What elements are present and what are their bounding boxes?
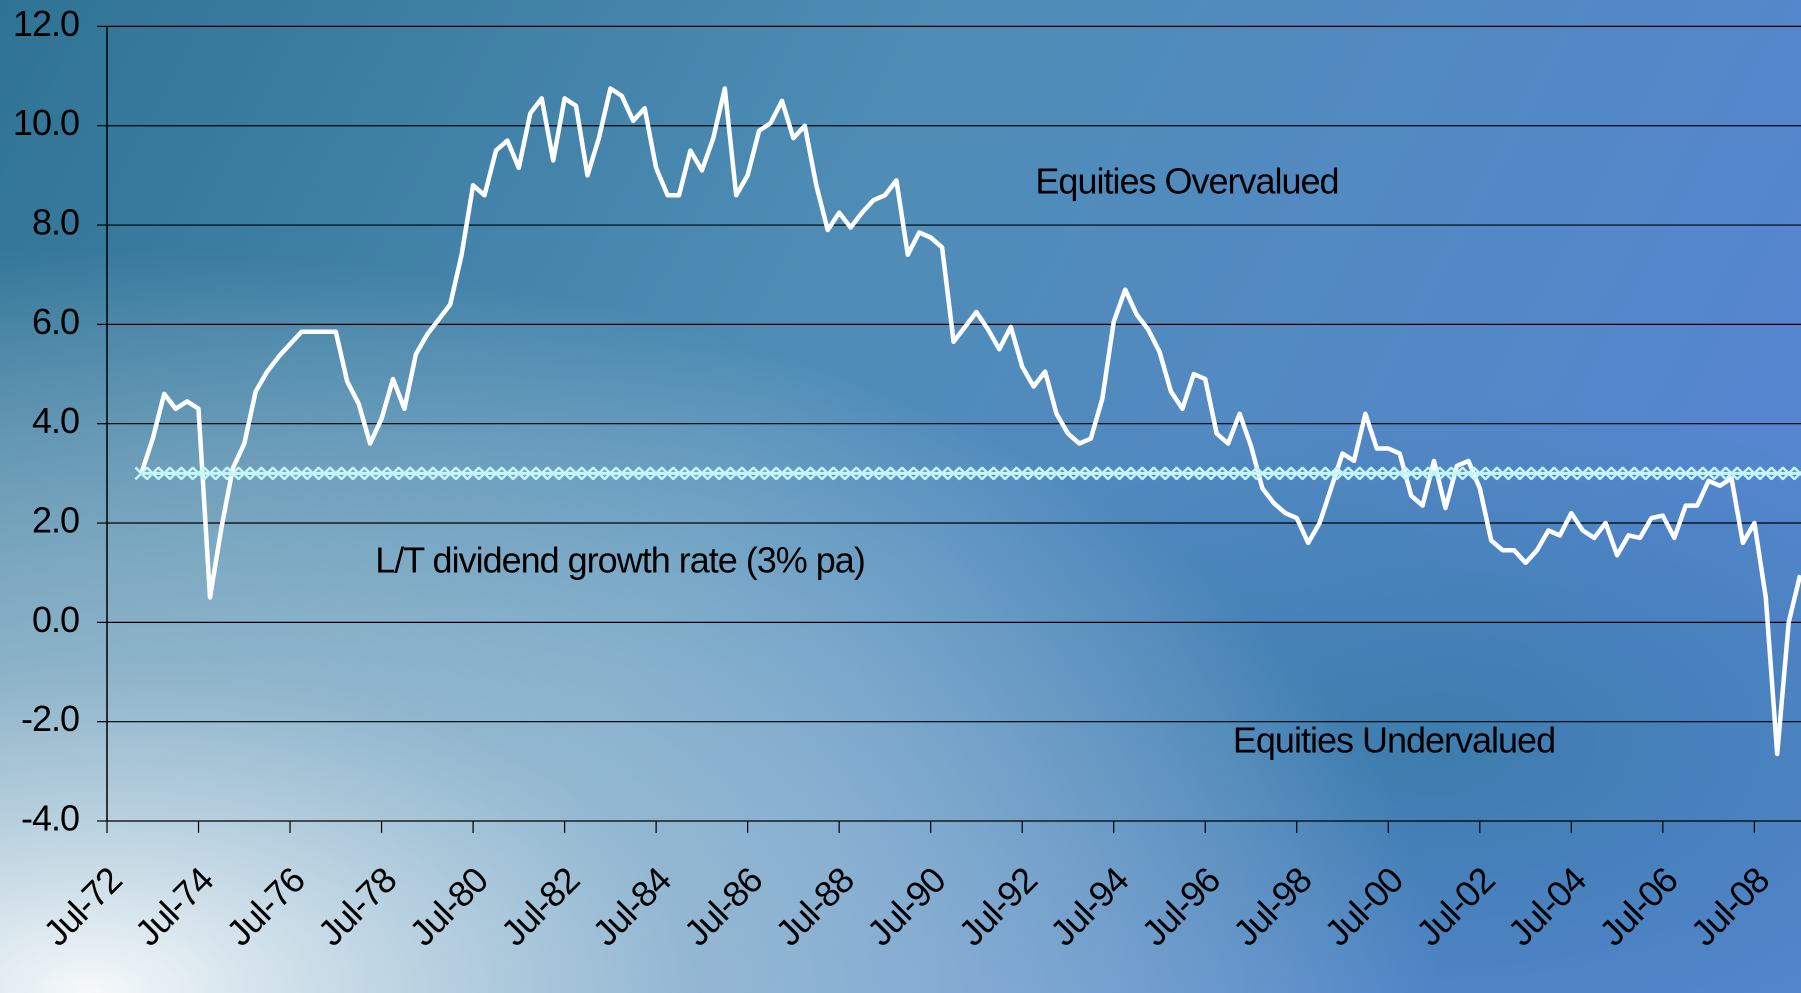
annotation: Equities Overvalued xyxy=(1035,161,1338,202)
series-label: L/T dividend growth rate (3% pa) xyxy=(375,540,865,581)
y-tick-label: 0.0 xyxy=(32,599,79,640)
y-tick-label: -2.0 xyxy=(21,698,79,739)
y-tick-label: 2.0 xyxy=(32,500,79,541)
background-glow xyxy=(0,0,1801,993)
y-tick-label: -4.0 xyxy=(21,798,79,839)
chart: Equities Overvalued Equities Undervalued… xyxy=(0,0,1801,993)
y-tick-label: 8.0 xyxy=(32,202,79,243)
y-tick-label: 4.0 xyxy=(32,400,79,441)
page: Equities Overvalued Equities Undervalued… xyxy=(0,0,1801,993)
y-tick-label: 12.0 xyxy=(13,3,79,44)
y-tick-label: 6.0 xyxy=(32,301,79,342)
annotation: Equities Undervalued xyxy=(1233,720,1555,761)
y-tick-label: 10.0 xyxy=(13,102,79,143)
